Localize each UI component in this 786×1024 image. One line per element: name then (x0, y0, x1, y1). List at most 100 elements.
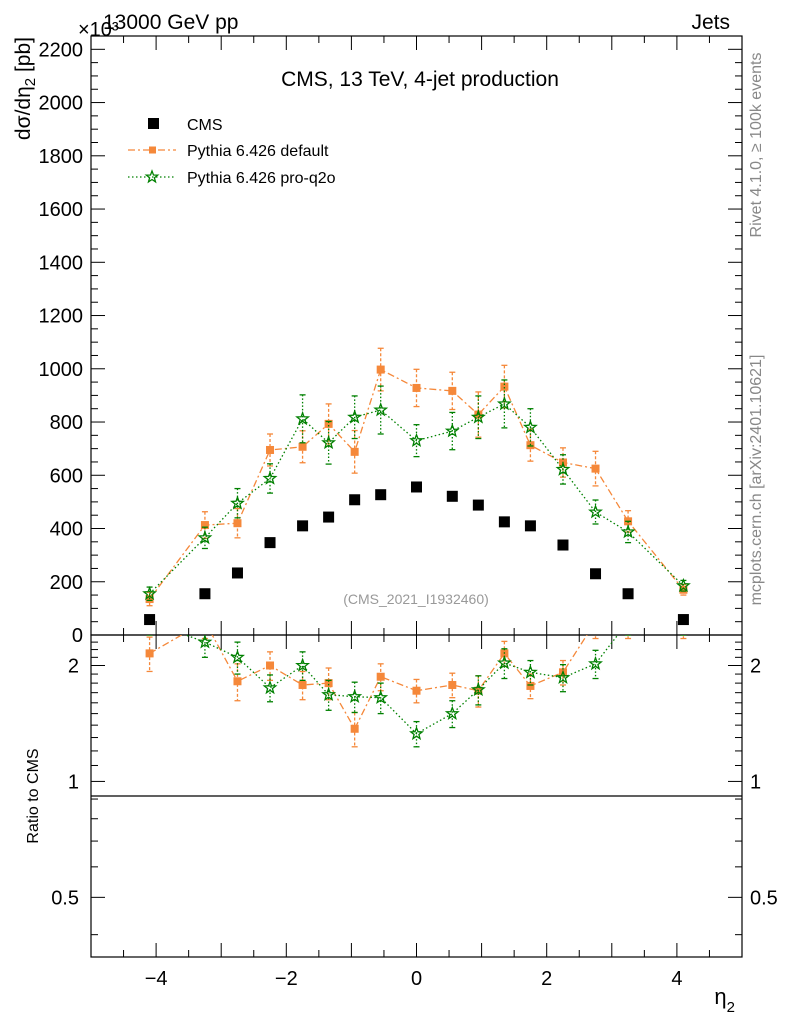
ratio-point-default (376, 672, 385, 681)
ratio-point-proq2o (409, 725, 424, 741)
ratio-point-default (350, 724, 359, 733)
main-point-default (298, 442, 307, 451)
ratio-point-proq2o (230, 649, 245, 664)
ratio-ytick-label: 1 (68, 771, 79, 793)
ratio-point-proq2o (295, 657, 311, 672)
main-point-default (448, 386, 457, 395)
main-point-default (200, 521, 209, 530)
main-point-proq2o (230, 495, 245, 510)
ratio-ytick-label-right: 0.5 (750, 887, 778, 909)
main-point-cms (677, 614, 689, 626)
ratio-xtick-label: −2 (275, 968, 298, 990)
legend-label-cms: CMS (187, 117, 223, 134)
main-ytick-label: 1800 (39, 146, 84, 168)
legend-label-default: Pythia 6.426 default (187, 143, 329, 160)
ratio-point-default (201, 618, 209, 626)
ratio-xlabel: η2 (714, 984, 735, 1016)
main-point-cms (144, 614, 156, 626)
ratio-point-default (266, 661, 275, 670)
main-point-cms (199, 588, 211, 600)
main-point-proq2o (321, 434, 337, 450)
ratio-ylabel: Ratio to CMS (25, 748, 42, 843)
ratio-data (145, 616, 687, 748)
main-point-cms (411, 481, 422, 493)
main-point-cms (446, 490, 458, 502)
ratio-point-proq2o (496, 655, 512, 670)
ratio-xtick-label: −4 (145, 968, 168, 990)
main-line-star (149, 403, 684, 595)
main-point-default (591, 464, 600, 473)
main-point-cms (622, 588, 634, 600)
ratio-point-proq2o (197, 635, 213, 649)
main-point-cms (590, 568, 602, 580)
main-ytick-label: 800 (50, 412, 83, 434)
main-point-cms (498, 516, 510, 528)
main-point-proq2o (620, 524, 636, 539)
main-point-cms (472, 499, 484, 511)
ratio-point-proq2o (622, 616, 633, 627)
ratio-point-default (624, 618, 632, 626)
ratio-ytick-label-right: 2 (750, 655, 761, 677)
main-point-proq2o (262, 470, 278, 485)
main-point-default (500, 382, 509, 391)
main-point-proq2o (496, 396, 512, 411)
ratio-point-default (592, 618, 600, 626)
main-ytick-label: 1200 (39, 306, 84, 328)
ratio-point-proq2o (470, 681, 486, 697)
main-point-cms (323, 511, 335, 523)
main-point-cms (264, 537, 276, 549)
main-point-proq2o (142, 585, 158, 601)
main-point-default (376, 365, 385, 374)
main-point-cms (349, 494, 361, 506)
ratio-point-proq2o (373, 689, 389, 704)
main-point-default (233, 519, 242, 528)
main-point-cms (231, 567, 243, 579)
main-ytick-label: 1000 (39, 359, 84, 381)
main-ytick-label: 200 (50, 572, 83, 594)
main-axis-ticks: 0 200 400 600 800 1000 1200 1400 1600 1800 2000 220… (39, 35, 743, 647)
ratio-point-default (324, 679, 333, 688)
main-point-default (679, 585, 688, 594)
ratio-ytick-label: 0.5 (51, 887, 79, 909)
main-point-proq2o (588, 504, 603, 519)
main-ylabel: dσ/dη2 [pb] (12, 37, 39, 140)
side-label-mcplots: mcplots.cern.ch [arXiv:2401.10621] (748, 355, 765, 606)
ratio-point-default (412, 686, 421, 695)
main-ytick-label: 1600 (39, 199, 84, 221)
ratio-point-proq2o (588, 655, 603, 671)
main-point-proq2o (470, 409, 486, 424)
main-ytick-label: 600 (50, 465, 83, 487)
header-jets: Jets (691, 11, 730, 34)
main-point-cms (557, 539, 569, 551)
main-point-cms (524, 520, 536, 532)
ratio-panel: −4 −2 0 2 4 0.5 0.5 1 1 2 2 Ratio to CMS η2 (25, 616, 778, 1016)
header-collision: 13000 GeV pp (103, 11, 238, 34)
main-point-proq2o (444, 423, 460, 438)
main-point-proq2o (675, 577, 691, 593)
main-point-cms (297, 520, 309, 532)
side-label-rivet: Rivet 4.1.0, ≥ 100k events (748, 53, 765, 238)
main-ytick-label: 2000 (39, 93, 84, 115)
main-point-proq2o (555, 461, 571, 476)
ratio-point-proq2o (522, 664, 538, 679)
legend-marker-cms (148, 118, 159, 129)
legend-marker-default (149, 146, 156, 154)
legend-label-proq2o: Pythia 6.426 pro-q2o (187, 170, 336, 187)
ratio-point-proq2o (262, 679, 278, 695)
ratio-point-proq2o (555, 669, 571, 685)
ratio-line-star (183, 635, 619, 735)
ratio-xtick-label: 4 (671, 968, 682, 990)
ratio-ytick-label-right: 1 (750, 771, 761, 793)
ratio-point-proq2o (444, 705, 460, 721)
main-data (142, 347, 691, 626)
ratio-xtick-label: 2 (541, 968, 552, 990)
main-point-default (266, 445, 275, 454)
main-panel: 0 200 400 600 800 1000 1200 1400 1600 1800 2000 220… (12, 35, 743, 647)
main-ytick-label: 1400 (39, 252, 84, 274)
ratio-point-default (145, 649, 154, 658)
main-ytick-label: 400 (50, 519, 83, 541)
main-point-proq2o (197, 529, 213, 545)
main-point-proq2o (295, 410, 311, 426)
main-ytick-label: 0 (72, 625, 83, 647)
